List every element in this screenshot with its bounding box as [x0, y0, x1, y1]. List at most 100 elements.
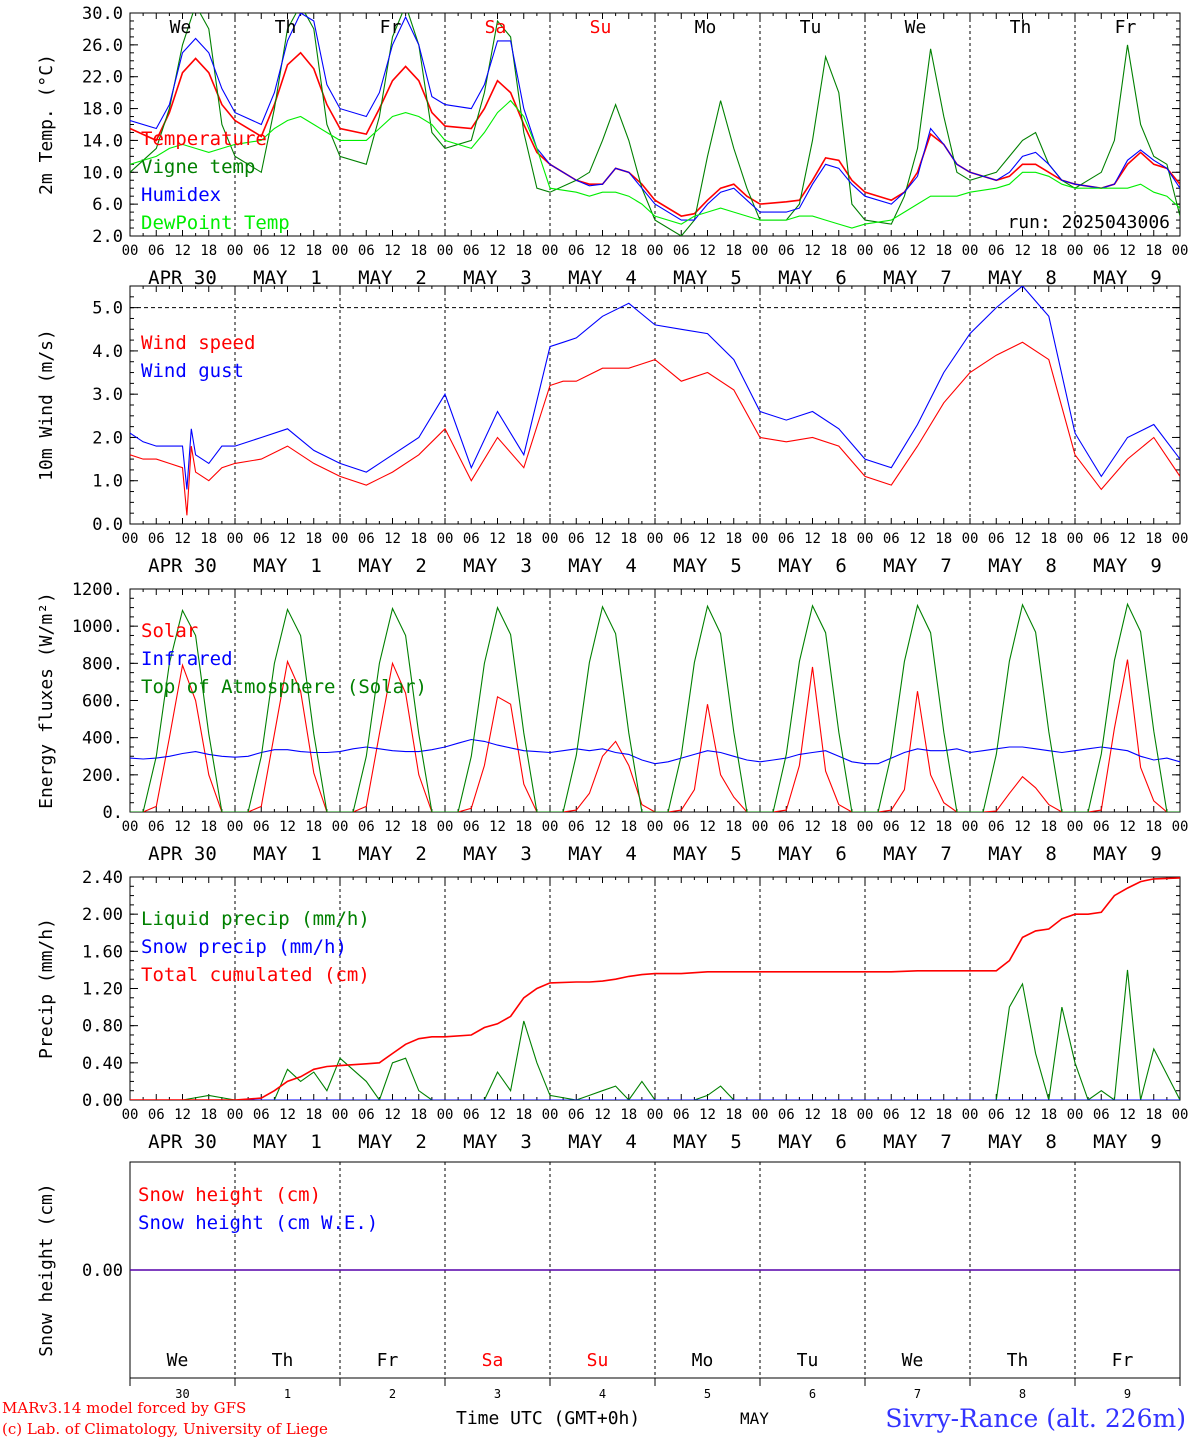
y-tick-label: 2.40: [82, 868, 123, 888]
panel-frame: [129, 12, 1181, 237]
y-tick-label: 2.00: [82, 905, 123, 925]
hour-tick-label: 18: [200, 819, 217, 835]
hour-tick-label: 00: [962, 531, 979, 547]
hour-tick-label: 00: [857, 1107, 874, 1123]
month-label: MAY: [740, 1409, 769, 1428]
hour-tick-label: 06: [358, 819, 375, 835]
station-label: Sivry-Rance (alt. 226m): [885, 1404, 1186, 1433]
hour-tick-label: 18: [200, 1107, 217, 1123]
y-tick-label: 1.60: [82, 942, 123, 962]
day-number: 8: [1019, 1387, 1026, 1401]
hour-tick-label: 00: [752, 531, 769, 547]
hour-tick-label: 00: [542, 243, 559, 259]
hour-tick-label: 12: [594, 819, 611, 835]
panel-4: 0.00 0.40 0.80 1.20 1.60 2.00 2.40 Precip (mm/h…: [36, 868, 1188, 1153]
series-group: [130, 602, 1180, 812]
hour-tick-label: 06: [1093, 819, 1110, 835]
day-number: 4: [599, 1387, 606, 1401]
hour-tick-label: 18: [1040, 531, 1057, 547]
hour-tick-label: 12: [384, 819, 401, 835]
hour-tick-label: 06: [883, 1107, 900, 1123]
hour-tick-label: 06: [253, 1107, 270, 1123]
weekday-label: Fr: [377, 1350, 399, 1371]
hour-tick-label: 00: [437, 1107, 454, 1123]
y-tick-label: 800.: [82, 654, 123, 674]
day-number: 6: [809, 1387, 816, 1401]
hour-tick-label: 00: [122, 243, 139, 259]
date-label: APR 30: [148, 843, 217, 865]
weekday-label: We: [170, 17, 192, 38]
series-line-wind-speed: [130, 341, 1180, 516]
weekday-label: Sa: [485, 17, 507, 38]
hour-tick-label: 06: [253, 243, 270, 259]
hour-tick-label: 12: [489, 531, 506, 547]
hour-tick-label: 18: [620, 819, 637, 835]
hour-tick-label: 18: [830, 531, 847, 547]
hour-tick-label: 18: [515, 243, 532, 259]
weekday-label: Tu: [797, 1350, 819, 1371]
run-annotation: run: 2025043006: [1007, 212, 1170, 233]
y-tick-label: 30.0: [82, 4, 123, 24]
hour-tick-label: 12: [699, 531, 716, 547]
hour-tick-label: 00: [227, 1107, 244, 1123]
hour-tick-label: 06: [463, 243, 480, 259]
date-label: MAY 5: [673, 555, 742, 577]
date-label: MAY 9: [1093, 555, 1162, 577]
hour-tick-label: 12: [699, 243, 716, 259]
hour-tick-label: 18: [410, 819, 427, 835]
panel-2: 0.0 1.0 2.0 3.0 4.0 5.0 10m Wind (m/s) Wind spe…: [36, 285, 1188, 577]
legend-entry: Snow height (cm W.E.): [138, 1212, 378, 1234]
y-tick-label: 2.0: [92, 428, 123, 448]
y-tick-label: 1.0: [92, 472, 123, 492]
hour-tick-label: 00: [857, 531, 874, 547]
day-number: 2: [389, 1387, 396, 1401]
hour-tick-label: 18: [725, 531, 742, 547]
hour-tick-label: 12: [174, 531, 191, 547]
hour-tick-label: 18: [830, 819, 847, 835]
legend-entry: DewPoint Temp: [141, 212, 290, 234]
hour-tick-label: 06: [148, 243, 165, 259]
panel-content: 2.06.010.014.018.022.026.030.02m Temp. (…: [36, 4, 1188, 1401]
series-line-liquid-precip-mm-h-: [130, 969, 1180, 1100]
hour-tick-label: 12: [909, 243, 926, 259]
legend-entry: Solar: [141, 620, 198, 642]
hour-tick-label: 06: [883, 819, 900, 835]
hour-tick-label: 12: [594, 1107, 611, 1123]
hour-tick-label: 00: [542, 1107, 559, 1123]
date-label: MAY 9: [1093, 1131, 1162, 1153]
date-label: MAY 5: [673, 267, 742, 289]
hour-tick-label: 06: [463, 1107, 480, 1123]
hour-tick-label: 06: [673, 531, 690, 547]
hour-tick-label: 06: [568, 1107, 585, 1123]
date-label: MAY 7: [883, 1131, 952, 1153]
hour-tick-label: 00: [647, 243, 664, 259]
y-tick-label: 0.0: [92, 515, 123, 535]
hour-tick-label: 00: [752, 819, 769, 835]
hour-tick-label: 18: [935, 243, 952, 259]
hour-tick-label: 12: [279, 531, 296, 547]
hour-tick-label: 12: [804, 819, 821, 835]
footer: MARv3.14 model forced by GFS (c) Lab. of…: [2, 1399, 1186, 1438]
date-label: APR 30: [148, 555, 217, 577]
date-label: MAY 1: [253, 267, 322, 289]
date-label: MAY 2: [358, 1131, 427, 1153]
hour-tick-label: 06: [463, 819, 480, 835]
hour-tick-label: 06: [988, 243, 1005, 259]
y-tick-label: 5.0: [92, 299, 123, 319]
series-line-solar: [130, 659, 1180, 812]
hour-tick-label: 06: [1093, 531, 1110, 547]
weekday-label: Sa: [482, 1350, 504, 1371]
y-axis-label: 10m Wind (m/s): [36, 329, 57, 481]
date-label: MAY 6: [778, 1131, 847, 1153]
hour-tick-label: 00: [1067, 531, 1084, 547]
model-credit: MARv3.14 model forced by GFS: [2, 1399, 246, 1417]
date-label: APR 30: [148, 1131, 217, 1153]
hour-tick-label: 18: [725, 243, 742, 259]
hour-tick-label: 18: [935, 1107, 952, 1123]
legend-entry: Liquid precip (mm/h): [141, 908, 370, 930]
hour-tick-label: 12: [1119, 531, 1136, 547]
series-line-infrared: [130, 738, 1180, 765]
legend-entry: Vigne temp: [141, 156, 255, 178]
hour-tick-label: 00: [227, 531, 244, 547]
